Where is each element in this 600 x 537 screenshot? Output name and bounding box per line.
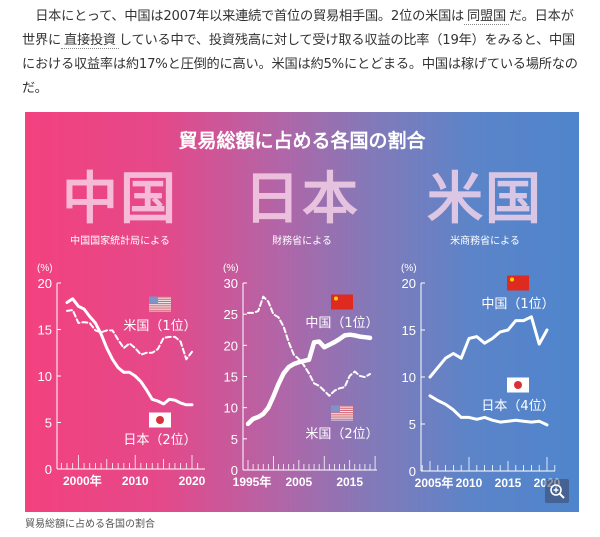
x-tick-label: 2015 [495,476,522,490]
x-tick-label: 2020 [179,474,206,488]
y-tick-label: 5 [409,417,416,432]
image-caption: 貿易総額に占める各国の割合 [25,519,155,530]
flag-cn-icon-star [334,296,338,301]
panel-source-china: 中国国家統計局による [70,236,170,247]
flag-jp-icon-disc [156,416,164,424]
y-tick-label: 15 [402,323,416,338]
article-paragraph: 日本にとって、中国は2007年以来連続で首位の貿易相手国。2位の米国は 同盟国 だ。… [22,5,582,101]
flag-us-icon-stripe [149,296,171,298]
flag-us-icon-stripe [331,414,353,416]
y-tick-label: 10 [402,370,416,385]
y-tick-label: 20 [402,276,416,291]
series-line-jp [65,297,194,407]
flag-us-icon-stripe [149,298,171,300]
y-tick-label: 0 [45,462,52,477]
x-tick-label: 2000年 [63,473,102,488]
y-tick-label: 10 [224,401,238,416]
flag-us-icon-stripe [331,405,353,407]
glossary-link-alliance[interactable]: 同盟国 [464,9,510,25]
flag-cn-icon-star [510,277,514,282]
y-tick-label: 25 [224,307,238,322]
flag-cn-icon [507,275,529,291]
x-tick-label: 2010 [456,476,483,490]
series-line-jp [428,394,549,427]
flag-us-icon-stripe [331,418,353,420]
flag-us-icon-canton [149,296,158,304]
flag-us-icon-canton [331,405,340,413]
panel-heading-china: 中国 [62,167,178,232]
flag-us-icon-stripe [331,416,353,418]
y-tick-label: 20 [224,338,238,353]
y-unit-label: (%) [37,263,53,274]
article-text-1: 日本にとって、中国は2007年以来連続で首位の貿易相手国。2位の米国は [35,9,465,24]
panel-heading-japan: 日本 [244,167,360,232]
infographic[interactable]: 貿易総額に占める各国の割合 中国 中国国家統計局による 日本 財務省による 米国… [25,112,579,512]
y-tick-label: 5 [45,416,52,431]
legend-label: 中国（1位） [305,316,378,331]
x-tick-label: 2005年 [415,475,454,490]
y-tick-label: 0 [409,464,416,479]
y-tick-label: 0 [231,463,238,478]
series-line-us [247,295,371,397]
flag-us-icon-stripe [331,412,353,414]
legend-label: 米国（2位） [305,427,378,442]
glossary-link-fdi[interactable]: 直接投資 [60,33,119,49]
y-unit-label: (%) [223,263,239,274]
flag-us-icon-stripe [331,407,353,409]
y-tick-label: 30 [224,276,238,291]
zoom-in-icon [550,484,565,499]
zoom-in-button[interactable] [545,479,569,503]
y-tick-label: 10 [38,369,52,384]
panel-heading-us: 米国 [427,167,543,232]
flag-us-icon-stripe [149,305,171,307]
legend-label: 日本（4位） [481,399,554,414]
flag-us-icon-stripe [331,409,353,411]
x-tick-label: 2005 [285,475,312,489]
flag-jp-icon-disc [514,381,522,389]
flag-cn-icon [331,294,353,310]
article-text-3: している中で、投資残高に対して受け取る収益の比率（19年）をみると、中国における… [22,33,578,96]
y-tick-label: 20 [38,276,52,291]
series-line-us [66,309,193,361]
x-tick-label: 2015 [336,475,363,489]
legend-label: 米国（1位） [123,319,196,334]
flag-us-icon-stripe [149,300,171,302]
y-tick-label: 5 [231,432,238,447]
series-line-cn [245,332,373,427]
legend-label: 日本（2位） [123,433,196,448]
legend-label: 中国（1位） [481,297,554,312]
flag-us-icon-stripe [149,309,171,311]
flag-us-icon-stripe [149,307,171,309]
panel-source-japan: 財務省による [272,236,332,247]
y-unit-label: (%) [401,263,417,274]
y-tick-label: 15 [224,370,238,385]
series-line-cn [428,315,549,379]
article-text-2: だ。日本が世界に [22,9,574,48]
y-tick-label: 15 [38,323,52,338]
flag-us-icon-stripe [149,303,171,305]
infographic-title: 貿易総額に占める各国の割合 [178,130,426,152]
x-tick-label: 2010 [122,474,149,488]
panel-source-us: 米商務省による [450,236,520,247]
x-tick-label: 1995年 [233,474,272,489]
